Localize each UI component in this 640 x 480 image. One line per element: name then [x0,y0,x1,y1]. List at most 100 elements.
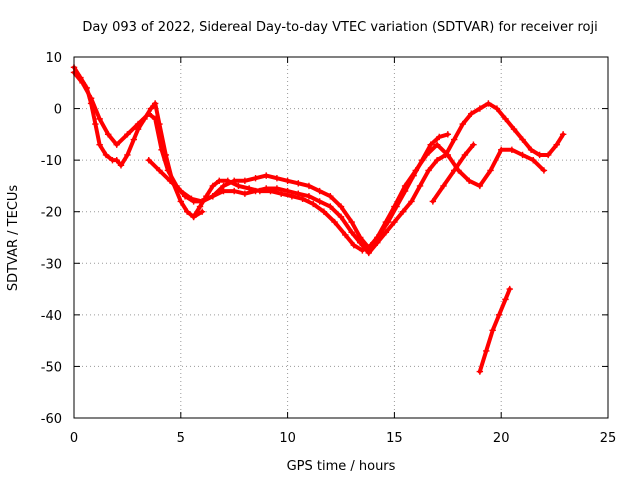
data-point [96,115,103,123]
data-point [559,131,567,138]
data-point [209,193,217,200]
y-tick-label: -50 [41,360,62,375]
data-point [235,182,242,190]
data-point [263,172,270,179]
data-point [216,177,223,184]
data-point [461,151,469,159]
data-point [544,151,552,159]
data-point [147,105,155,112]
x-axis: 0 5 10 15 20 25 [70,57,616,446]
data-point [476,368,484,375]
x-axis-label: GPS time / hours [287,459,396,474]
data-point [203,193,210,200]
data-point [145,156,152,164]
data-point [470,141,477,148]
y-tick-label: -20 [41,206,62,221]
data-point [327,193,334,200]
data-point [96,141,103,148]
data-point [130,136,138,143]
x-tick-label: 25 [600,431,617,446]
data-point [502,296,509,303]
data-point [316,187,323,195]
data-point [433,156,441,164]
data-point [145,110,152,117]
series-track-e [429,141,477,205]
data-point [468,110,475,117]
data-point [530,156,537,164]
data-point [124,151,131,159]
data-point [483,347,490,355]
data-point [241,177,249,184]
data-point [245,185,253,192]
data-point [510,126,518,133]
x-tick-label: 10 [279,431,296,446]
series-line [430,142,476,204]
data-point [410,172,417,179]
data-point [348,229,355,236]
data-point [342,231,349,239]
data-point [177,187,184,195]
data-point [310,200,317,208]
data-point [151,100,159,107]
data-point [113,156,120,164]
data-point [241,190,249,197]
data-point [196,203,204,210]
data-point [164,167,172,174]
x-tick-label: 0 [70,431,78,446]
data-point [536,151,543,159]
data-point [331,218,338,226]
data-point [299,195,306,203]
data-point [188,195,195,203]
x-tick-label: 20 [493,431,510,446]
data-point [151,115,159,123]
data-point [489,327,496,334]
data-point [401,187,409,195]
data-point [399,208,407,215]
y-tick-label: 0 [54,103,62,118]
data-point [429,198,437,205]
data-point [295,180,302,187]
data-point [337,203,345,210]
data-point [166,177,174,184]
data-point [350,242,358,249]
data-point [384,218,392,226]
series-track-f [476,285,513,375]
data-point [305,193,313,200]
data-point [320,208,328,215]
y-axis: 10 0 -10 -20 -30 -40 -50 -60 [41,51,608,427]
data-point [117,162,125,169]
data-point [416,182,424,190]
data-point [502,115,509,123]
data-point [444,151,451,159]
data-point [508,146,516,154]
data-point [273,174,281,182]
data-point [436,133,443,141]
data-point [476,182,484,190]
data-point [305,182,313,190]
data-point [540,167,548,174]
data-point [124,131,131,138]
data-point [224,177,231,184]
data-point [506,285,513,293]
series-line [477,287,512,374]
data-point [348,218,355,226]
data-point [440,182,447,190]
x-tick-label: 15 [386,431,403,446]
data-point [113,141,120,148]
grid-lines [74,57,608,418]
data-point [316,198,323,205]
data-point [459,120,466,128]
data-series [70,64,567,375]
data-point [267,187,274,195]
data-point [92,120,99,128]
data-point [284,177,291,184]
y-axis-label: SDTVAR / TECUs [6,185,21,292]
y-tick-label: -60 [41,412,62,427]
series-track-b [70,69,567,257]
data-point [465,177,473,184]
data-point [158,146,165,154]
y-tick-label: -40 [41,309,62,324]
data-point [393,203,400,210]
data-point [337,213,345,221]
